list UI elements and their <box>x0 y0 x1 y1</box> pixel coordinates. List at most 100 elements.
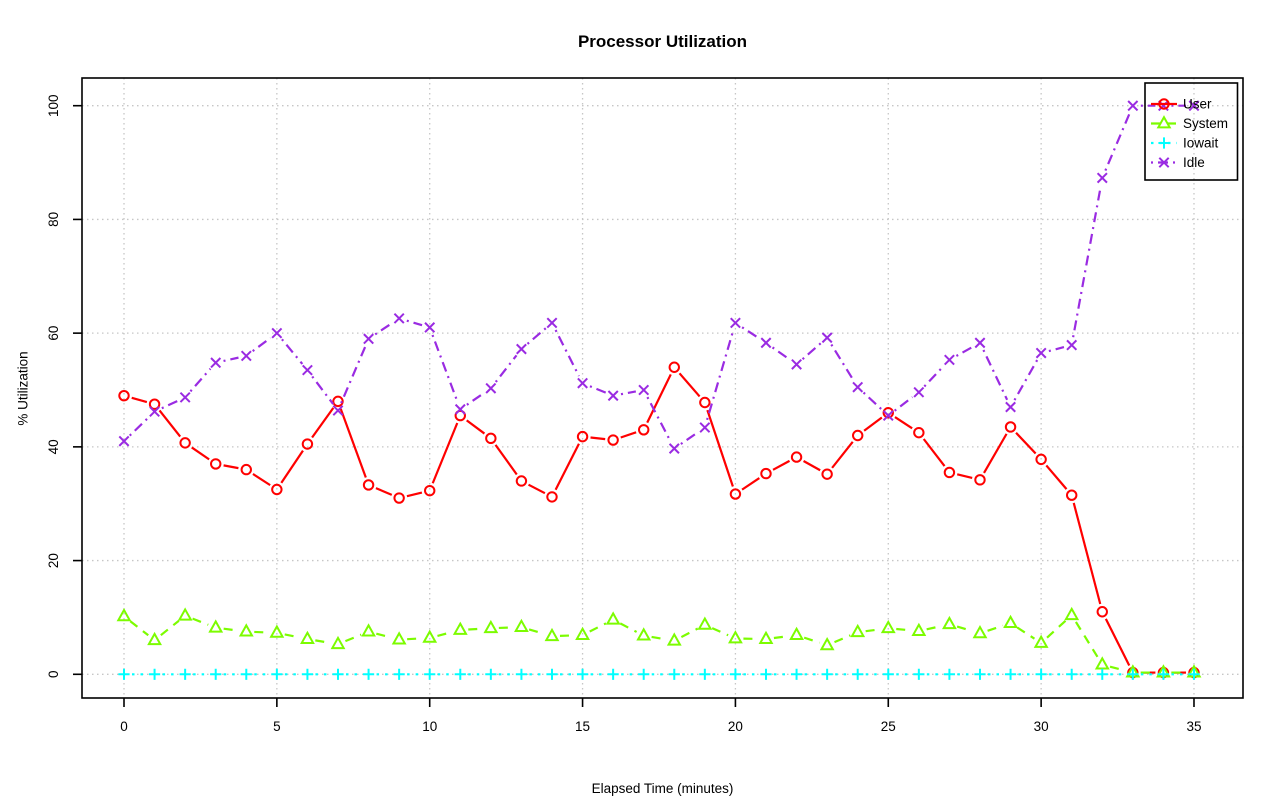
series-segment <box>252 337 272 352</box>
series-segment <box>431 422 459 484</box>
user-marker <box>179 437 191 449</box>
series-segment <box>494 444 518 476</box>
series-segment <box>559 634 575 638</box>
idle-marker <box>577 377 588 389</box>
iowait-marker <box>668 668 680 680</box>
series-segment <box>160 619 180 637</box>
series-segment <box>651 635 667 641</box>
x-tick-label: 30 <box>1034 719 1049 734</box>
series-segment <box>619 622 638 633</box>
series-segment <box>1109 665 1126 672</box>
series-segment <box>862 391 884 411</box>
system-marker <box>1094 656 1110 670</box>
series-segment <box>680 431 699 445</box>
user-marker <box>943 466 956 479</box>
iowait-marker <box>607 668 619 680</box>
idle-marker <box>607 390 619 402</box>
iowait-marker <box>454 668 466 680</box>
user-marker <box>974 474 986 486</box>
series-segment <box>863 416 883 432</box>
user-marker <box>271 483 283 496</box>
series-segment <box>315 639 331 644</box>
series-segment <box>956 625 973 633</box>
user-marker <box>240 463 252 476</box>
user-marker <box>913 426 925 439</box>
system-marker <box>269 624 285 638</box>
x-axis-title: Elapsed Time (minutes) <box>591 781 734 796</box>
series-segment <box>646 373 672 424</box>
series-segment <box>620 431 637 439</box>
user-marker <box>362 479 375 491</box>
idle-marker <box>760 337 772 349</box>
series-segment <box>374 321 394 336</box>
iowait-marker <box>1035 668 1047 680</box>
idle-marker <box>332 405 344 416</box>
system-marker <box>208 619 224 633</box>
legend-plus-marker <box>1158 137 1170 149</box>
iowait-marker <box>729 668 742 680</box>
legend-label: System <box>1183 116 1228 131</box>
iowait-marker <box>210 668 222 680</box>
iowait-marker <box>790 668 803 680</box>
idle-marker <box>363 333 374 345</box>
system-marker <box>911 622 927 636</box>
series-system <box>116 606 1202 678</box>
series-segment <box>191 446 210 461</box>
series-segment <box>406 491 423 498</box>
series-segment <box>498 626 514 630</box>
legend-item-iowait: Iowait <box>1151 136 1219 151</box>
y-tick-label: 20 <box>46 553 61 568</box>
iowait-marker <box>118 668 130 680</box>
user-marker <box>332 395 344 408</box>
series-segment <box>281 338 304 365</box>
series-segment <box>741 326 760 340</box>
legend-label: Idle <box>1183 155 1205 170</box>
user-marker <box>1066 489 1078 501</box>
idle-marker <box>546 317 558 329</box>
series-segment <box>376 632 392 639</box>
series-segment <box>955 345 974 357</box>
user-marker <box>515 475 528 487</box>
idle-marker <box>1005 401 1016 413</box>
iowait-marker <box>852 668 864 680</box>
system-marker <box>483 619 499 634</box>
series-segment <box>431 334 459 403</box>
series-segment <box>437 630 453 637</box>
system-marker <box>1033 634 1049 648</box>
idle-marker <box>1035 347 1047 359</box>
system-marker <box>1064 606 1080 621</box>
iowait-marker <box>362 668 375 680</box>
user-marker <box>607 434 619 446</box>
series-segment <box>1104 112 1131 171</box>
series-segment <box>893 396 914 412</box>
legend-border <box>1144 82 1239 181</box>
user-marker <box>1035 453 1047 466</box>
series-segment <box>344 633 362 643</box>
series-segment <box>771 346 791 361</box>
idle-marker <box>974 337 986 349</box>
user-marker <box>301 438 314 450</box>
series-segment <box>896 627 911 632</box>
user-marker <box>1004 421 1017 433</box>
system-marker <box>819 636 835 651</box>
series-segment <box>831 441 854 469</box>
series-segment <box>678 372 701 398</box>
series-segment <box>706 409 734 487</box>
idle-marker <box>271 327 283 339</box>
series-segment <box>589 622 607 633</box>
idle-marker <box>913 386 925 398</box>
iowait-marker <box>148 668 161 680</box>
user-marker <box>485 432 497 445</box>
system-marker <box>514 618 529 633</box>
legend-item-user: User <box>1151 97 1212 112</box>
user-marker <box>852 429 864 442</box>
iowait-marker <box>1066 668 1078 680</box>
legend-item-system: System <box>1151 115 1228 131</box>
series-segment <box>772 459 791 471</box>
series-segment <box>192 617 209 626</box>
idle-marker <box>1188 100 1200 112</box>
series-segment <box>620 390 637 396</box>
idle-marker <box>944 354 955 366</box>
system-marker <box>605 611 621 625</box>
